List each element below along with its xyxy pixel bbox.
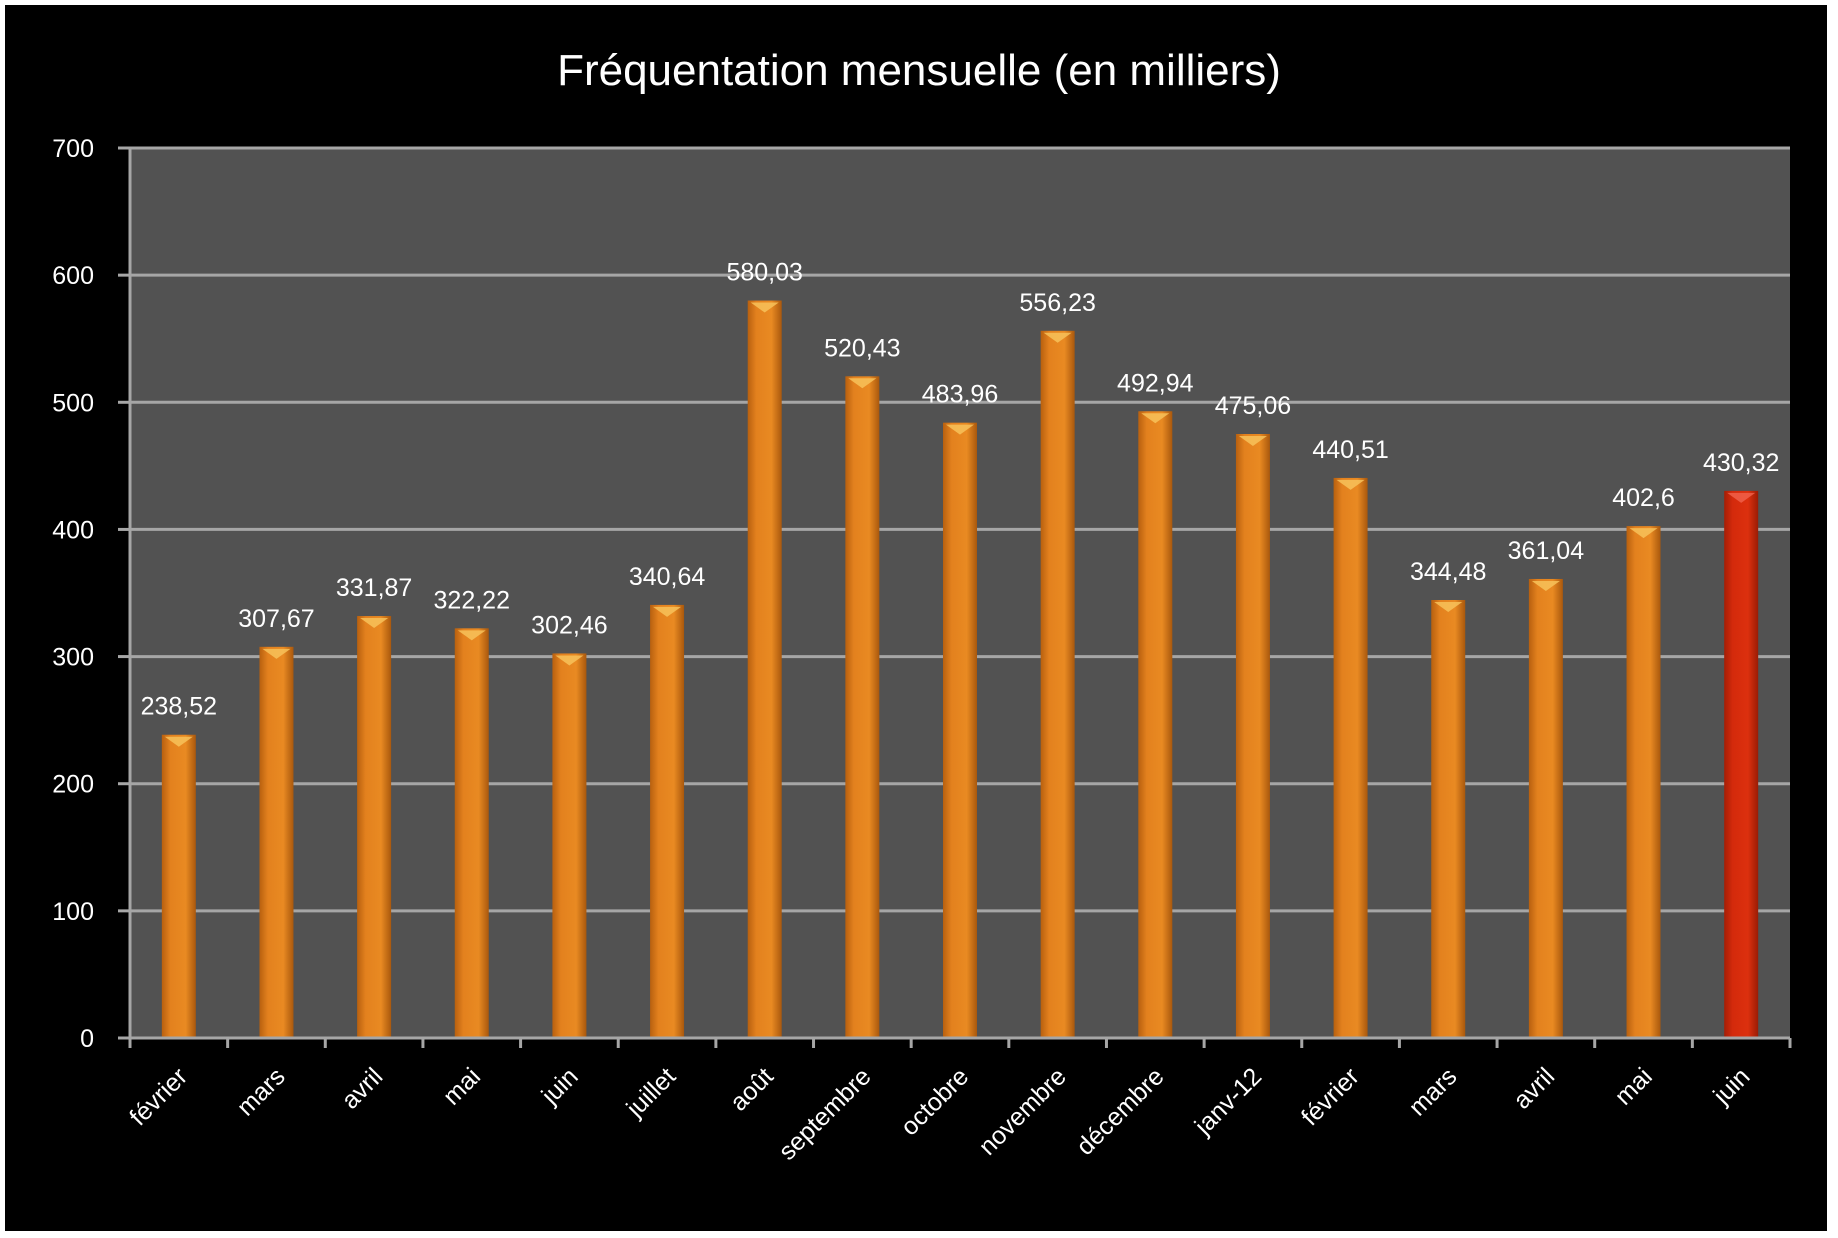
data-label: 430,32	[1703, 449, 1779, 477]
bar-cap-highlight	[1238, 435, 1267, 446]
data-label: 402,6	[1612, 484, 1675, 512]
bar-cap-highlight	[1434, 602, 1463, 613]
data-label: 307,67	[238, 605, 314, 633]
bar	[943, 422, 977, 1038]
data-label: 322,22	[434, 586, 510, 614]
y-tick-label: 300	[52, 644, 94, 672]
x-tick-label: octobre	[895, 1062, 974, 1141]
bar-cap-highlight	[1629, 528, 1658, 539]
bar-cap-highlight	[457, 630, 486, 641]
data-label: 340,64	[629, 563, 706, 591]
bar-cap-highlight	[262, 648, 291, 659]
x-tick-label: décembre	[1071, 1062, 1169, 1160]
x-tick-label: juillet	[621, 1062, 682, 1123]
bar	[454, 628, 489, 1038]
bar-cap-highlight	[653, 606, 682, 617]
y-tick-label: 400	[52, 516, 94, 544]
x-tick-label: novembre	[973, 1062, 1071, 1160]
bar	[1235, 433, 1270, 1039]
y-tick-label: 0	[80, 1025, 94, 1053]
x-tick-label: mars	[1403, 1062, 1462, 1121]
bar-cap-highlight	[1043, 332, 1072, 343]
data-label: 361,04	[1508, 537, 1585, 565]
bar	[650, 604, 685, 1038]
y-tick-label: 200	[52, 771, 94, 799]
data-label: 520,43	[824, 334, 900, 362]
data-label: 440,51	[1312, 436, 1388, 464]
x-tick-label: février	[124, 1062, 193, 1131]
bar	[1528, 578, 1563, 1038]
data-label: 483,96	[922, 381, 998, 409]
x-tick-label: juin	[536, 1062, 584, 1110]
x-tick-label: avril	[336, 1062, 388, 1114]
x-tick-label: septembre	[773, 1062, 876, 1165]
bar	[747, 300, 782, 1038]
x-tick-label: mai	[438, 1062, 486, 1110]
y-tick-label: 600	[52, 262, 94, 290]
x-tick-label: avril	[1508, 1062, 1560, 1114]
x-tick-label: janv-12	[1189, 1062, 1267, 1140]
bar	[1431, 600, 1466, 1038]
bar-cap-highlight	[164, 736, 193, 747]
x-tick-label: février	[1296, 1062, 1365, 1131]
bar	[259, 646, 294, 1038]
bar-cap-highlight	[1141, 413, 1170, 424]
data-label: 238,52	[141, 693, 217, 721]
bar	[1333, 477, 1368, 1039]
bar	[1040, 330, 1075, 1038]
data-label: 331,87	[336, 574, 412, 602]
bar	[357, 616, 392, 1038]
y-tick-label: 700	[52, 135, 94, 163]
bar-cap-highlight	[360, 618, 389, 629]
y-tick-label: 500	[52, 389, 94, 417]
data-label: 580,03	[726, 259, 802, 287]
bar-highlighted	[1724, 490, 1759, 1038]
bar	[1626, 526, 1661, 1038]
x-tick-label: juin	[1707, 1062, 1755, 1110]
bar-cap-highlight	[1336, 479, 1365, 490]
bar-cap-highlight	[750, 302, 779, 313]
data-label: 475,06	[1215, 392, 1291, 420]
data-label: 344,48	[1410, 558, 1486, 586]
x-tick-label: août	[725, 1062, 779, 1116]
bar-cap-highlight	[1727, 492, 1756, 503]
bar	[552, 653, 587, 1038]
bar-cap-highlight	[848, 378, 877, 389]
bar	[1138, 411, 1173, 1039]
bar-cap-highlight	[1531, 580, 1560, 591]
data-label: 492,94	[1117, 369, 1194, 397]
bar	[845, 376, 880, 1038]
bar-cap-highlight	[946, 424, 974, 435]
x-tick-label: mai	[1609, 1062, 1657, 1110]
data-label: 302,46	[531, 611, 607, 639]
y-tick-label: 100	[52, 898, 94, 926]
data-label: 556,23	[1019, 289, 1095, 317]
x-tick-label: mars	[232, 1062, 291, 1121]
bar	[161, 734, 196, 1038]
chart-title: Fréquentation mensuelle (en milliers)	[557, 46, 1281, 95]
bar-cap-highlight	[555, 655, 584, 666]
